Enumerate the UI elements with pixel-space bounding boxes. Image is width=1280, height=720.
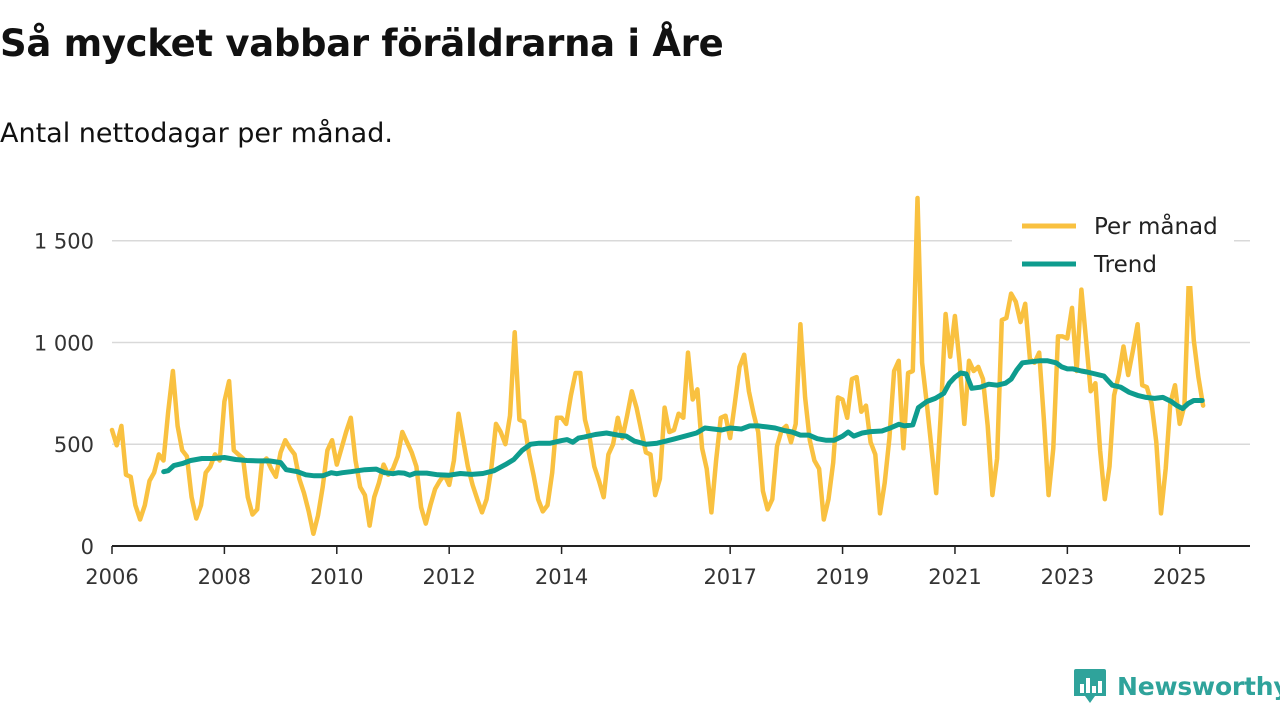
x-tick-label: 2012 bbox=[422, 565, 475, 589]
x-tick-label: 2006 bbox=[85, 565, 138, 589]
series-line-per-month bbox=[109, 195, 1206, 537]
x-tick-label: 2019 bbox=[816, 565, 869, 589]
x-tick-label: 2025 bbox=[1153, 565, 1206, 589]
series-layer bbox=[109, 195, 1206, 537]
x-tick-label: 2023 bbox=[1041, 565, 1094, 589]
y-tick-label: 1 500 bbox=[34, 230, 94, 254]
x-tick-label: 2008 bbox=[198, 565, 251, 589]
legend: Per månad Trend bbox=[1012, 206, 1234, 286]
newsworthy-logo-text: Newsworthy bbox=[1117, 671, 1280, 701]
newsworthy-brand[interactable]: Newsworthy bbox=[1073, 666, 1280, 706]
x-tick-label: 2017 bbox=[703, 565, 756, 589]
x-tick-label: 2014 bbox=[535, 565, 588, 589]
y-tick-label: 500 bbox=[54, 433, 94, 457]
x-tick-label: 2010 bbox=[310, 565, 363, 589]
axes: 0 500 1 000 1 500 2006 2008 2010 2012 2014 2017 20… bbox=[34, 230, 1250, 589]
newsworthy-logo-icon bbox=[1074, 669, 1106, 703]
chart-title: Så mycket vabbar föräldrarna i Åre bbox=[0, 22, 724, 65]
legend-trend-label: Trend bbox=[1093, 252, 1157, 278]
chart-subtitle: Antal nettodagar per månad. bbox=[0, 118, 393, 149]
legend-per-month-label: Per månad bbox=[1094, 212, 1218, 240]
legend-background bbox=[1012, 206, 1234, 286]
y-tick-label: 1 000 bbox=[34, 331, 94, 355]
series-line-trend bbox=[161, 358, 1205, 479]
x-tick-label: 2021 bbox=[928, 565, 981, 589]
y-tick-label: 0 bbox=[81, 535, 94, 559]
